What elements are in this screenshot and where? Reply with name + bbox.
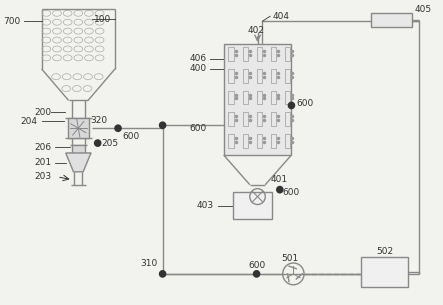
Bar — [271, 47, 276, 61]
Text: 100: 100 — [94, 15, 111, 24]
Circle shape — [288, 102, 295, 109]
Bar — [271, 91, 276, 104]
Bar — [371, 13, 412, 27]
Bar — [229, 112, 234, 126]
Bar — [229, 47, 234, 61]
Circle shape — [277, 186, 283, 193]
Bar — [242, 134, 249, 148]
Bar — [71, 145, 85, 153]
Text: 310: 310 — [140, 260, 158, 268]
Bar — [285, 47, 291, 61]
Circle shape — [115, 125, 121, 131]
Bar — [361, 257, 408, 287]
Text: 401: 401 — [270, 175, 287, 184]
Text: 406: 406 — [189, 54, 206, 63]
Bar — [256, 91, 262, 104]
Bar — [242, 112, 249, 126]
Bar — [68, 118, 89, 138]
Bar — [256, 47, 262, 61]
Bar — [242, 91, 249, 104]
Text: 205: 205 — [101, 138, 119, 148]
Bar — [229, 69, 234, 83]
Bar — [256, 69, 262, 83]
Circle shape — [253, 271, 260, 277]
Text: 204: 204 — [21, 117, 38, 126]
Text: 402: 402 — [248, 26, 265, 35]
Text: 600: 600 — [249, 261, 266, 271]
Text: 403: 403 — [197, 201, 214, 210]
Bar — [285, 91, 291, 104]
Text: 320: 320 — [90, 116, 107, 125]
Text: 600: 600 — [122, 132, 139, 141]
Circle shape — [159, 122, 166, 128]
Text: 600: 600 — [296, 99, 314, 108]
Text: 600: 600 — [189, 124, 206, 133]
Text: 600: 600 — [283, 188, 300, 197]
Bar — [233, 192, 272, 219]
Bar — [285, 69, 291, 83]
Bar — [285, 134, 291, 148]
Bar — [229, 134, 234, 148]
Text: N₂: N₂ — [386, 15, 397, 25]
Text: 502: 502 — [376, 247, 393, 256]
Text: 404: 404 — [272, 12, 289, 21]
Bar — [229, 91, 234, 104]
Text: 700: 700 — [3, 17, 20, 26]
Text: 203: 203 — [34, 172, 51, 181]
Circle shape — [95, 140, 101, 146]
Polygon shape — [66, 153, 91, 172]
Text: 501: 501 — [281, 253, 298, 263]
Bar — [242, 69, 249, 83]
Text: 400: 400 — [189, 64, 206, 73]
Bar — [271, 69, 276, 83]
Text: 405: 405 — [415, 5, 431, 14]
Text: 201: 201 — [34, 158, 51, 167]
Bar — [224, 44, 291, 155]
Bar — [256, 134, 262, 148]
Text: 206: 206 — [34, 142, 51, 152]
Bar — [242, 47, 249, 61]
Bar — [256, 112, 262, 126]
Bar — [271, 112, 276, 126]
Bar — [271, 134, 276, 148]
Text: 200: 200 — [34, 108, 51, 117]
Bar — [285, 112, 291, 126]
Circle shape — [159, 271, 166, 277]
